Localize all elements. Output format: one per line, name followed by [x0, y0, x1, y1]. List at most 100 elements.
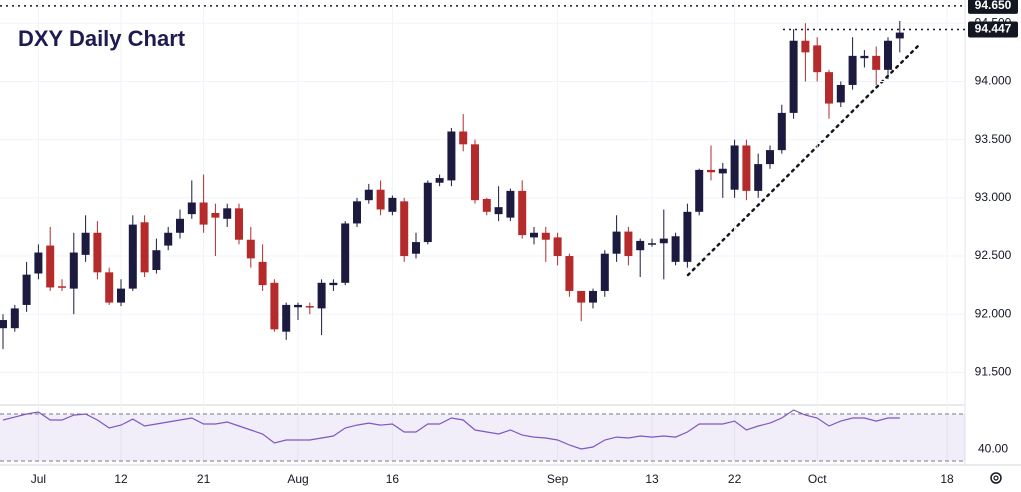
candle-body	[246, 239, 255, 259]
candle-body	[777, 112, 786, 151]
candle-body	[412, 242, 420, 254]
candle-body	[648, 243, 656, 245]
candle-body	[152, 250, 161, 270]
candle-body	[105, 272, 114, 303]
candle-body	[317, 282, 326, 309]
candle-body	[10, 308, 19, 329]
y-tick-label: 93.500	[975, 132, 1012, 146]
x-tick-label: 13	[645, 472, 659, 486]
candle-body	[730, 145, 739, 190]
x-tick-label: 21	[197, 472, 211, 486]
candle-body	[187, 202, 196, 215]
candle-body	[506, 190, 515, 218]
candle-body	[69, 252, 78, 289]
plot	[0, 0, 965, 465]
candle-body	[46, 245, 55, 288]
candle-body	[164, 232, 173, 246]
candle-body	[22, 274, 31, 305]
candle-body	[577, 290, 586, 303]
candle-body	[848, 55, 857, 85]
candle-body	[742, 145, 751, 191]
candle-body	[659, 238, 668, 244]
candle-body	[117, 288, 125, 303]
candle-body	[329, 282, 338, 286]
candle-body	[707, 169, 715, 173]
candle-body	[471, 144, 479, 201]
settings-icon[interactable]	[990, 472, 1002, 484]
y-tick-label: 92.500	[975, 248, 1012, 262]
candle-body	[235, 208, 243, 240]
candle-body	[270, 282, 279, 330]
candle-body	[624, 231, 633, 257]
y-tick-label: 94.000	[975, 74, 1012, 88]
candle-body	[305, 306, 314, 308]
x-tick-label: Aug	[287, 472, 308, 486]
candle-body	[872, 55, 881, 70]
candle-body	[813, 45, 822, 73]
price-label: 94.447	[975, 22, 1012, 36]
candle-body	[766, 150, 774, 165]
candle-body	[400, 201, 409, 257]
candle-body	[423, 182, 432, 243]
candle-body	[447, 131, 456, 181]
candle-body	[140, 222, 149, 273]
candle-body	[376, 189, 385, 210]
candle-body	[754, 164, 763, 191]
rsi-line	[2, 409, 900, 450]
candle-body	[128, 224, 137, 289]
candle-body	[459, 131, 468, 145]
x-tick-label: Oct	[808, 472, 827, 486]
x-tick-label: Sep	[547, 472, 569, 486]
candle-body	[364, 189, 373, 201]
candle-body	[565, 256, 574, 291]
candle-body	[341, 223, 350, 283]
candle-body	[589, 290, 597, 303]
candle-body	[34, 252, 43, 274]
candle-body	[353, 201, 361, 224]
y-tick-label: 91.500	[975, 365, 1012, 379]
candle-body	[518, 190, 527, 236]
candle-body	[282, 304, 291, 332]
candle-body	[801, 40, 810, 53]
candle-body	[636, 240, 645, 251]
candle-body	[671, 236, 680, 262]
x-tick-label: 22	[728, 472, 742, 486]
candle-body	[895, 32, 904, 39]
x-tick-label: 18	[940, 472, 954, 486]
price-label: 94.650	[975, 0, 1012, 12]
x-tick-label: Jul	[31, 472, 46, 486]
candle-body	[81, 232, 90, 255]
candle-body	[836, 84, 845, 103]
y-tick-label: 93.000	[975, 190, 1012, 204]
x-tick-label: 16	[386, 472, 400, 486]
candle-body	[0, 320, 7, 329]
candle-body	[294, 304, 302, 308]
candle-body	[530, 232, 538, 238]
candle-body	[683, 211, 692, 262]
candle-body	[494, 207, 503, 215]
candle-body	[58, 286, 66, 288]
candle-body	[884, 40, 892, 70]
candle-body	[541, 232, 550, 240]
candle-body	[789, 40, 798, 113]
candle-body	[223, 208, 232, 219]
candle-body	[388, 197, 397, 212]
candle-body	[600, 253, 609, 291]
candle-body	[258, 261, 267, 286]
chart-title: DXY Daily Chart	[18, 26, 186, 51]
candle-body	[553, 237, 562, 257]
y-tick-label: 40.00	[978, 441, 1008, 455]
candle-body	[93, 232, 102, 273]
candle-body	[211, 212, 220, 218]
x-tick-label: 12	[114, 472, 128, 486]
price-label-box	[968, 0, 1018, 14]
candle-body	[718, 168, 727, 174]
candle-body	[860, 55, 869, 59]
price-label-box	[968, 21, 1018, 38]
candle-body	[612, 231, 621, 254]
candle-body	[482, 199, 491, 212]
rsi-band	[0, 414, 965, 462]
candle-body	[695, 169, 704, 212]
